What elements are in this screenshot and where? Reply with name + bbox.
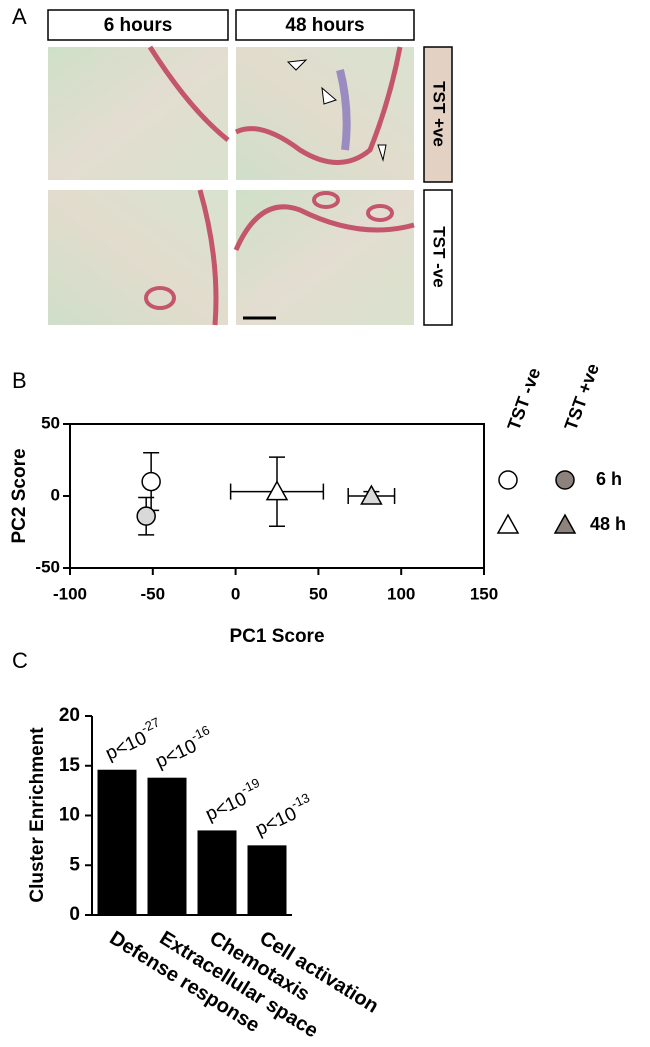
- y-tick-label: 50: [41, 413, 60, 432]
- marker: [136, 506, 156, 526]
- column-header-box: [235, 9, 415, 41]
- y-tick-label: 0: [51, 485, 60, 504]
- infiltrate: [336, 69, 351, 151]
- y-tick-label: 10: [59, 805, 80, 826]
- x-tick-label: -100: [53, 584, 87, 603]
- tissue-edge: [197, 189, 219, 326]
- column-header: 6 hours: [104, 15, 173, 36]
- row-header-box: [423, 189, 453, 326]
- arrowhead: [286, 59, 308, 71]
- arrowhead: [377, 144, 387, 162]
- x-tick-label: 0: [231, 584, 240, 603]
- annotation-exponent: -19: [239, 775, 262, 797]
- micrograph: [48, 190, 228, 325]
- x-axis-label: PC1 Score: [229, 626, 324, 647]
- column-header-box: [47, 9, 229, 41]
- legend-marker: [555, 470, 575, 490]
- micrographs: [48, 45, 415, 326]
- follicle: [366, 204, 394, 222]
- annotation: p<10-19: [200, 775, 267, 825]
- panel-label: C: [12, 648, 28, 673]
- marker: [360, 484, 383, 505]
- annotation-exponent: -27: [139, 715, 162, 737]
- y-tick-label: -50: [35, 557, 60, 576]
- y-axis-label: PC2 Score: [9, 448, 30, 543]
- annotation: p<10-16: [150, 723, 217, 773]
- tissue-edge: [233, 204, 415, 252]
- legend-marker: [496, 513, 520, 534]
- annotation: p<10-13: [250, 790, 317, 840]
- panel-label: B: [12, 368, 27, 393]
- legend-row-label: 48 h: [590, 514, 626, 534]
- legend-row-label: 6 h: [596, 469, 622, 489]
- column-header: 48 hours: [285, 15, 364, 36]
- follicle: [144, 286, 176, 310]
- x-tick-label: -50: [141, 584, 166, 603]
- annotation-exponent: -16: [189, 723, 212, 745]
- row-header: TST +ve: [430, 81, 449, 147]
- y-tick-label: 20: [59, 705, 80, 726]
- bar: [147, 777, 187, 915]
- x-tick-label: 50: [309, 584, 328, 603]
- follicle: [312, 191, 340, 209]
- x-tick-label: 100: [387, 584, 415, 603]
- bar: [247, 845, 287, 915]
- legend-marker: [553, 513, 577, 534]
- tissue-edge: [147, 45, 230, 142]
- marker: [265, 480, 289, 501]
- x-tick-label: 150: [470, 584, 498, 603]
- legend-column-label: TST +ve: [560, 361, 603, 433]
- row-header-box: [423, 46, 453, 183]
- y-tick-label: 5: [69, 854, 80, 875]
- legend-column-label: TST -ve: [503, 365, 544, 433]
- panel-label: A: [12, 4, 27, 29]
- row-header: TST -ve: [430, 226, 449, 287]
- tissue-edge: [234, 46, 403, 165]
- y-axis-label: Cluster Enrichment: [27, 727, 48, 903]
- marker: [141, 471, 161, 492]
- legend-marker: [498, 470, 518, 490]
- annotation-exponent: -13: [289, 790, 312, 812]
- arrowhead: [321, 86, 337, 105]
- y-tick-label: 0: [69, 904, 80, 925]
- bar: [97, 769, 137, 915]
- y-tick-label: 15: [59, 755, 81, 776]
- bar: [197, 830, 237, 915]
